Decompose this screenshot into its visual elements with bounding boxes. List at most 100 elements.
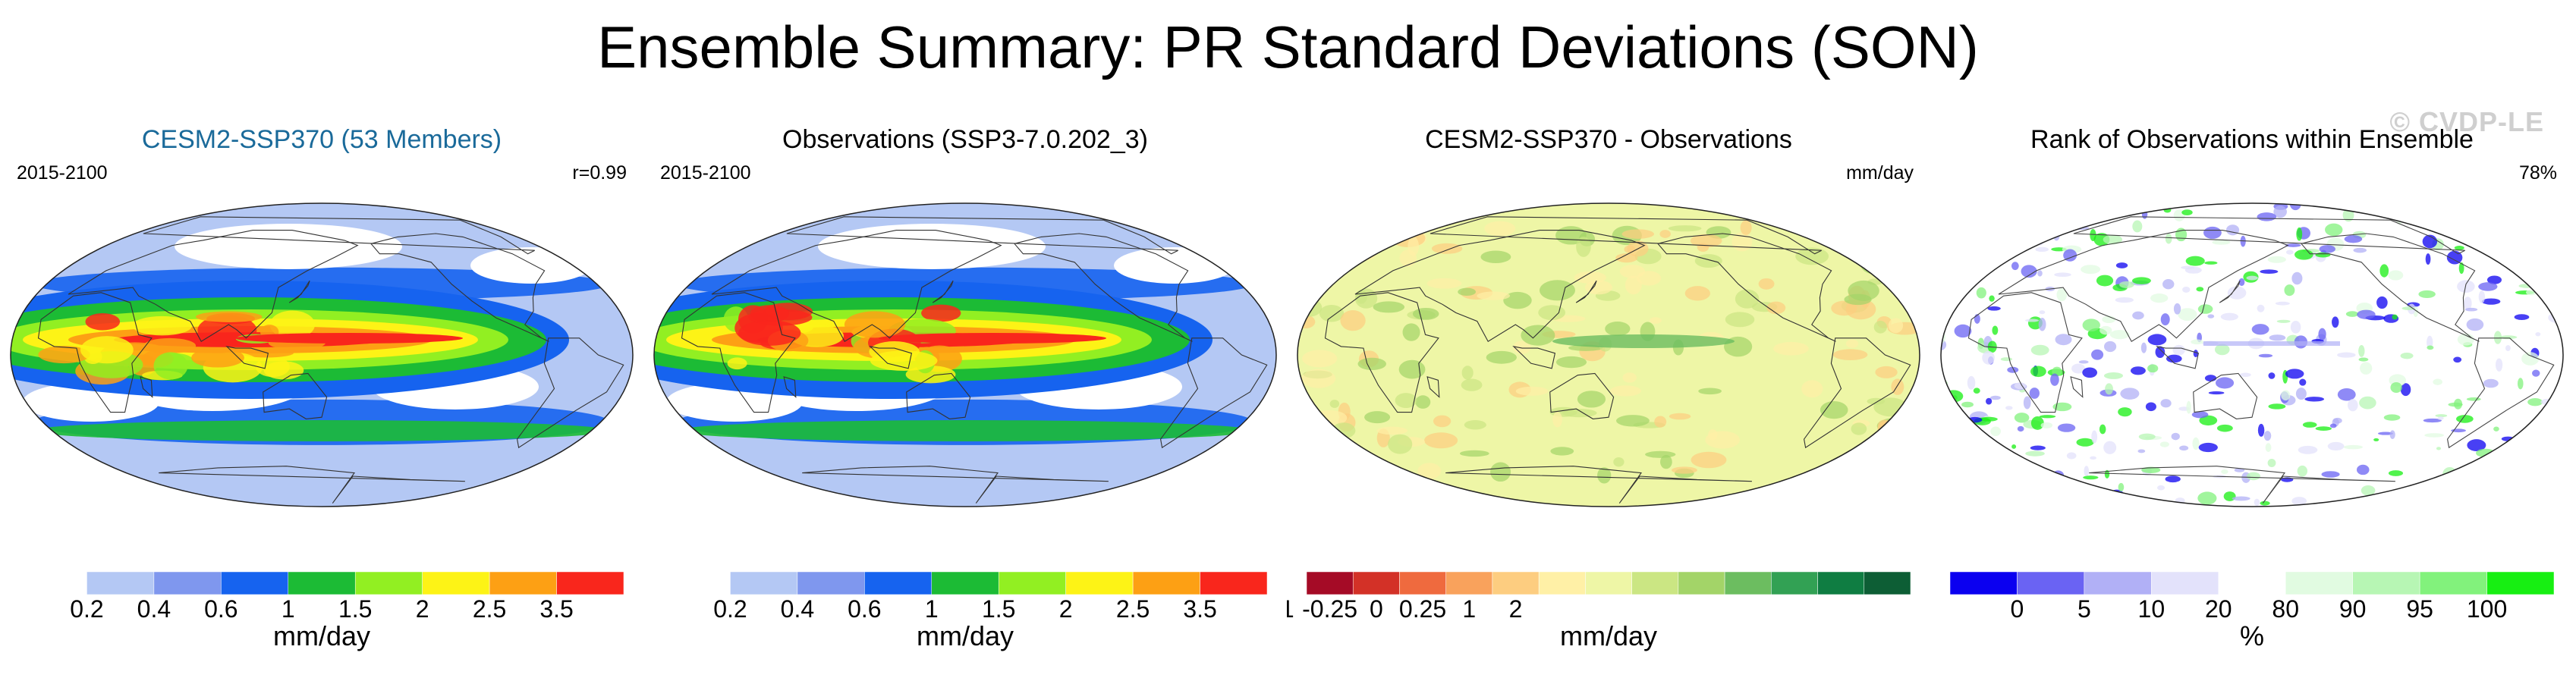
- panel-difference: CESM2-SSP370 - Observations mm/day -2-1-…: [1287, 114, 1930, 675]
- colorbar-swatch: [86, 571, 155, 595]
- coastline: [140, 376, 153, 398]
- coastline: [2219, 280, 2241, 303]
- coastline: [906, 372, 971, 419]
- coastline: [1445, 466, 1752, 504]
- rank-percent-label: 78%: [2518, 162, 2557, 184]
- coastline: [783, 376, 797, 398]
- coastline: [1354, 230, 1646, 342]
- coastline: [1804, 337, 1911, 449]
- colorbar-swatch: [2419, 571, 2487, 595]
- colorbar-swatch: [864, 571, 933, 595]
- colorbar-tick-label: 90: [2339, 595, 2367, 622]
- colorbar-units: mm/day: [1559, 620, 1658, 651]
- colorbar-units: mm/day: [916, 620, 1014, 651]
- colorbar-tick-label: 2: [416, 595, 429, 622]
- colorbar-tick-label: 100: [2467, 595, 2507, 622]
- world-map: [10, 202, 634, 507]
- correlation-label: r=0.99: [572, 162, 627, 184]
- coastline: [1426, 376, 1440, 398]
- colorbar-tick-label: -1: [1287, 595, 1294, 622]
- colorbar-units: mm/day: [272, 620, 371, 651]
- colorbar-tick-label: -0.25: [1302, 595, 1357, 622]
- colorbar-swatch: [1306, 571, 1354, 595]
- coastline: [1575, 280, 1597, 303]
- colorbar-units: %: [2239, 620, 2264, 651]
- colorbar: 0.2 0.4 0.6 1 1.5 2 2.5 3.5: [19, 571, 624, 622]
- colorbar-swatch: [1352, 571, 1400, 595]
- map-outline: [653, 202, 1277, 507]
- map-outline: [10, 202, 634, 507]
- coastline: [68, 230, 359, 342]
- map-outline: [1940, 202, 2564, 507]
- coastline: [2301, 233, 2480, 342]
- colorbar-tick-label: 10: [2138, 595, 2166, 622]
- colorbar-swatch: [1864, 571, 1911, 595]
- coastline: [517, 337, 624, 449]
- colorbar-tick-label: 1: [925, 595, 939, 622]
- coastline: [159, 466, 465, 504]
- colorbar-swatch: [2084, 571, 2152, 595]
- colorbar: 0.2 0.4 0.6 1 1.5 2 2.5 3.5: [662, 571, 1268, 622]
- world-map: [1297, 202, 1920, 507]
- panel-title: Rank of Observations within Ensemble: [2030, 125, 2474, 154]
- colorbar-tick-label: 0: [2011, 595, 2024, 622]
- coastline: [786, 216, 1178, 255]
- colorbar-swatch: [1445, 571, 1493, 595]
- colorbar-swatch: [1817, 571, 1865, 595]
- colorbar-tick-label: 1: [1462, 595, 1476, 622]
- colorbar-tick-label: 0.2: [713, 595, 747, 622]
- coastline: [1430, 216, 1822, 255]
- colorbar-tick-label: 95: [2406, 595, 2433, 622]
- colorbar-swatch: [153, 571, 222, 595]
- colorbar-swatch: [1200, 571, 1268, 595]
- panel-title: CESM2-SSP370 (53 Members): [141, 125, 502, 154]
- main-title: Ensemble Summary: PR Standard Deviations…: [597, 14, 1979, 80]
- coastline: [2447, 337, 2555, 449]
- colorbar-swatch: [797, 571, 865, 595]
- colorbar-swatch: [288, 571, 356, 595]
- panel-observations-std: Observations (SSP3-7.0.202_3) 2015-2100 …: [643, 114, 1287, 675]
- colorbar-tick-label: 2.5: [1116, 595, 1150, 622]
- coastline: [2070, 376, 2084, 398]
- period-label: 2015-2100: [660, 162, 751, 184]
- colorbar-swatch: [1585, 571, 1632, 595]
- coastline: [932, 280, 954, 303]
- colorbar-tick-label: 20: [2205, 595, 2232, 622]
- panel-model-std: CESM2-SSP370 (53 Members) 2015-2100 r=0.…: [0, 114, 643, 675]
- colorbar-swatch: [556, 571, 624, 595]
- coastline: [2089, 466, 2395, 504]
- coastline: [288, 280, 310, 303]
- coastline: [143, 216, 535, 255]
- colorbar-swatch: [1631, 571, 1679, 595]
- colorbar-swatch: [2218, 571, 2286, 595]
- coastline: [681, 292, 796, 413]
- coastline: [1657, 233, 1836, 342]
- panel-title: Observations (SSP3-7.0.202_3): [782, 125, 1148, 154]
- colorbar-swatch: [730, 571, 798, 595]
- coastline: [370, 233, 549, 342]
- colorbar-tick-label: 80: [2272, 595, 2299, 622]
- colorbar-swatch: [2285, 571, 2353, 595]
- colorbar-swatch: [2151, 571, 2219, 595]
- coastline: [802, 466, 1109, 504]
- colorbar-swatch: [1538, 571, 1586, 595]
- colorbar-tick-label: 1.5: [338, 595, 372, 622]
- colorbar-swatch: [931, 571, 999, 595]
- colorbar-swatch: [221, 571, 289, 595]
- world-map: [653, 202, 1277, 507]
- coastline: [2193, 372, 2258, 419]
- units-corner-label: mm/day: [1846, 162, 1914, 184]
- coastline: [2073, 216, 2465, 255]
- colorbar-swatch: [1065, 571, 1134, 595]
- colorbar-swatch: [2352, 571, 2420, 595]
- colorbar-tick-label: 3.5: [539, 595, 573, 622]
- coastline: [1324, 292, 1439, 413]
- colorbar-tick-label: 2: [1509, 595, 1523, 622]
- coastline: [2156, 346, 2200, 369]
- colorbar-swatch: [1771, 571, 1818, 595]
- coastline: [37, 292, 153, 413]
- colorbar-swatch: [2486, 571, 2555, 595]
- colorbar-swatch: [2017, 571, 2085, 595]
- coastline: [711, 230, 1002, 342]
